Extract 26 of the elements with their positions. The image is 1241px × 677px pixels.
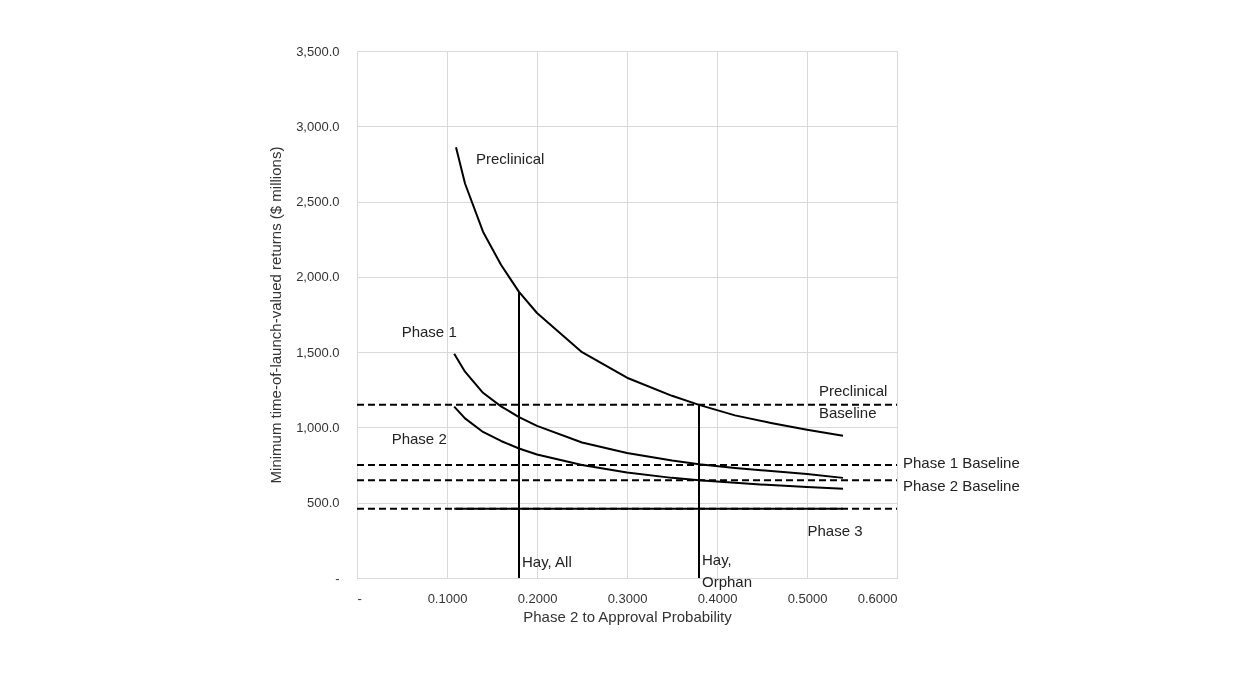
x-tick-label: - — [357, 590, 362, 606]
y-tick-label: 500.0 — [306, 495, 340, 511]
x-tick-label: 0.2000 — [517, 590, 558, 606]
y-tick-label: 1,000.0 — [296, 419, 340, 435]
y-tick-label: 2,500.0 — [296, 194, 340, 210]
y-tick-label: 2,000.0 — [296, 269, 340, 285]
series-label: Preclinical — [476, 150, 545, 168]
x-tick-label: 0.5000 — [787, 590, 828, 606]
series-label: Phase 2 — [391, 429, 447, 447]
series-label: Hay, Orphan — [702, 551, 753, 590]
series-label: Phase 1 — [401, 322, 457, 340]
y-tick-label: - — [335, 570, 340, 586]
x-tick-label: 0.6000 — [857, 590, 898, 606]
x-tick-label: 0.4000 — [697, 590, 738, 606]
y-tick-label: 3,500.0 — [296, 43, 340, 59]
series-label: Phase 2 Baseline — [903, 477, 1020, 495]
x-tick-label: 0.1000 — [427, 590, 468, 606]
y-axis-title: Minimum time-of-launch-valued returns ($ millions) — [267, 146, 285, 484]
x-axis-title: Phase 2 to Approval Probability — [523, 607, 733, 625]
series-label: Preclinical Baseline — [819, 381, 888, 421]
x-tick-label: 0.3000 — [607, 590, 648, 606]
series-label: Phase 3 — [807, 521, 863, 539]
y-tick-label: 1,500.0 — [296, 344, 340, 360]
series-label: Phase 1 Baseline — [903, 454, 1020, 472]
series-label: Hay, All — [522, 553, 572, 570]
y-tick-label: 3,000.0 — [296, 118, 340, 134]
